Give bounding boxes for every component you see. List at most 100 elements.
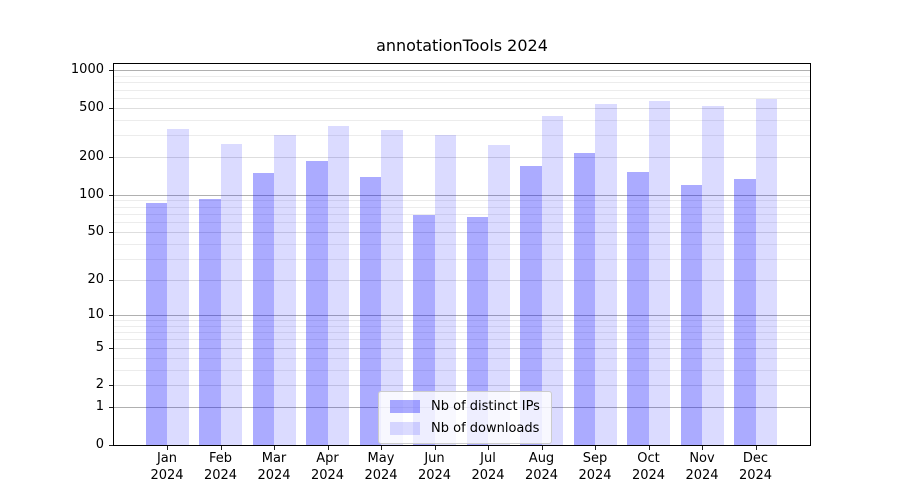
x-tick-label-line: 2024: [685, 468, 719, 483]
x-tick-label-line: 2024: [417, 468, 452, 483]
gridlines-layer: [114, 64, 810, 445]
gridline-8: [114, 325, 810, 327]
y-tick-mark-2: [109, 385, 113, 387]
gridline-2: [114, 385, 810, 387]
x-tick-label-aug: Aug 2024: [511, 450, 573, 484]
gridline-9: [114, 320, 810, 322]
legend-item-downloads: Nb of downloads: [390, 421, 540, 436]
gridline-60: [114, 222, 810, 223]
y-tick-mark-5: [109, 347, 113, 349]
x-tick-label-line: Feb: [208, 451, 233, 466]
bar-downloads-jul: [488, 145, 510, 445]
x-tick-label-line: Jul: [480, 451, 496, 466]
y-tick-label-10: 10: [87, 306, 104, 322]
x-tick-label-line: 2024: [310, 468, 345, 483]
gridline-10: [114, 314, 810, 316]
x-tick-label-line: 2024: [524, 468, 559, 483]
y-tick-mark-200: [109, 157, 113, 159]
x-tick-label-line: Jun: [424, 451, 445, 466]
gridline-500: [114, 107, 810, 109]
x-tick-label-mar: Mar 2024: [243, 450, 305, 484]
x-tick-mark-feb: [220, 446, 222, 450]
y-tick-label-5: 5: [95, 339, 104, 355]
x-tick-label-nov: Nov 2024: [671, 450, 733, 484]
legend-swatch-distinct-ips: [390, 400, 420, 413]
bar-downloads-aug: [541, 115, 563, 445]
x-tick-label-line: 2024: [578, 468, 612, 483]
bar-downloads-sep: [595, 104, 617, 445]
y-tick-label-2: 2: [95, 377, 104, 393]
bar-distinct-ips-sep: [573, 153, 595, 445]
bar-distinct-ips-mar: [252, 172, 274, 445]
gridline-90: [114, 200, 810, 202]
gridline-400: [114, 119, 810, 121]
gridline-80: [114, 206, 810, 208]
x-tick-label-line: 2024: [471, 468, 505, 483]
gridline-300: [114, 135, 810, 137]
x-tick-label-line: Nov: [689, 451, 715, 466]
y-tick-mark-50: [109, 231, 113, 233]
bar-downloads-may: [381, 130, 403, 445]
bar-downloads-jun: [434, 134, 456, 445]
gridline-600: [114, 97, 810, 99]
gridline-5: [114, 347, 810, 349]
x-tick-label-dec: Dec 2024: [725, 450, 787, 484]
gridline-900: [114, 76, 810, 77]
x-tick-label-jul: Jul 2024: [457, 450, 519, 484]
bar-distinct-ips-jun: [413, 215, 435, 445]
x-tick-label-may: May 2024: [350, 450, 412, 484]
x-tick-label-line: Aug: [528, 451, 555, 466]
x-tick-label-jun: Jun 2024: [404, 450, 466, 484]
x-tick-label-line: Dec: [742, 451, 769, 466]
y-tick-label-100: 100: [79, 186, 104, 202]
gridline-700: [114, 89, 810, 91]
gridline-6: [114, 339, 810, 341]
bar-downloads-apr: [327, 126, 349, 445]
x-tick-mark-apr: [327, 446, 329, 450]
bar-downloads-feb: [220, 143, 242, 445]
x-tick-label-line: 2024: [631, 468, 666, 483]
x-tick-label-feb: Feb 2024: [190, 450, 252, 484]
x-tick-label-line: Jan: [156, 451, 178, 466]
x-tick-label-line: May: [367, 451, 395, 466]
gridline-40: [114, 243, 810, 245]
gridline-30: [114, 258, 810, 260]
gridline-50: [114, 231, 810, 233]
x-tick-label-oct: Oct 2024: [618, 450, 680, 484]
legend-swatch-downloads: [390, 422, 420, 435]
x-tick-mark-oct: [648, 446, 650, 450]
x-tick-label-apr: Apr 2024: [297, 450, 359, 484]
bar-downloads-jan: [167, 129, 189, 445]
x-tick-label-line: 2024: [150, 468, 184, 483]
y-tick-label-200: 200: [79, 149, 104, 165]
bar-distinct-ips-apr: [306, 161, 328, 445]
x-tick-mark-sep: [595, 446, 596, 450]
y-tick-mark-20: [109, 279, 113, 281]
legend-label-downloads: Nb of downloads: [431, 421, 540, 436]
y-tick-label-500: 500: [79, 99, 104, 115]
y-tick-label-50: 50: [87, 223, 104, 239]
y-tick-label-0: 0: [95, 437, 104, 452]
bar-downloads-nov: [702, 105, 724, 445]
y-tick-mark-500: [109, 107, 113, 109]
chart-title: annotationTools 2024: [376, 36, 548, 55]
x-tick-label-line: 2024: [257, 468, 291, 483]
x-tick-label-line: Apr: [316, 451, 339, 466]
bars-layer: [114, 64, 810, 445]
y-tick-label-1000: 1000: [70, 62, 104, 78]
bar-downloads-dec: [755, 98, 777, 445]
y-tick-label-20: 20: [87, 271, 104, 287]
gridline-4: [114, 357, 810, 359]
y-tick-label-1: 1: [95, 399, 104, 415]
bar-distinct-ips-jul: [466, 216, 488, 445]
gridline-100: [114, 194, 810, 196]
x-tick-label-jan: Jan 2024: [136, 450, 198, 484]
x-tick-label-sep: Sep 2024: [564, 450, 626, 484]
y-tick-mark-1: [109, 407, 113, 409]
x-tick-label-line: 2024: [203, 468, 238, 483]
gridline-70: [114, 213, 810, 215]
bar-distinct-ips-dec: [734, 179, 756, 445]
gridline-200: [114, 157, 810, 159]
legend: Nb of distinct IPs Nb of downloads: [378, 391, 552, 444]
gridline-3: [114, 369, 810, 371]
